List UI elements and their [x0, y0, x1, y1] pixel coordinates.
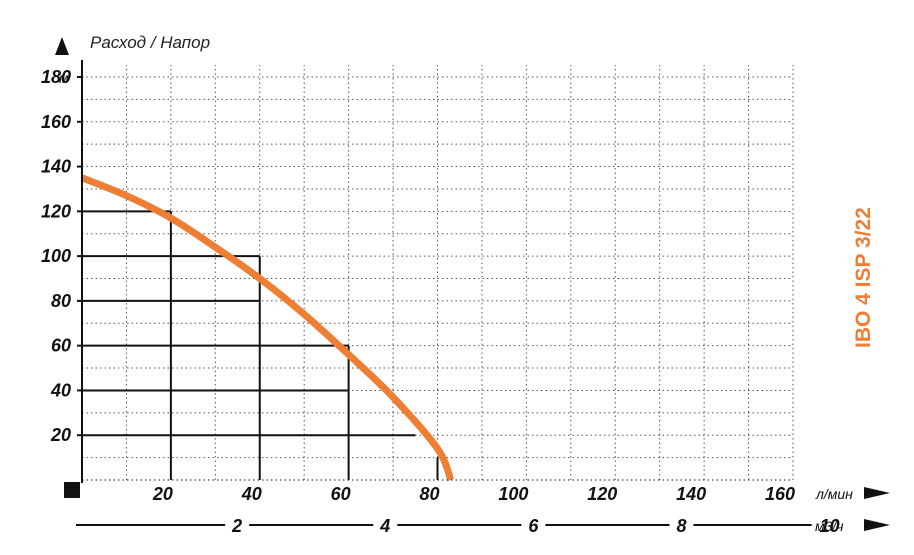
y-axis-arrow-icon [55, 37, 69, 55]
secondary-x-axis: 2 4 6 8 10 [76, 516, 840, 536]
x-tick-label: 100 [498, 484, 528, 504]
y-tick-label: 160 [41, 112, 71, 132]
y-tick-label: 60 [51, 336, 71, 356]
y-tick-label: 120 [41, 201, 71, 221]
operating-point-lines [82, 210, 439, 480]
x-tick-label: 140 [676, 484, 706, 504]
x-tick-label: 120 [587, 484, 617, 504]
x-tick-label: 60 [331, 484, 351, 504]
origin-marker [64, 482, 80, 498]
x-tick-label: 20 [152, 484, 173, 504]
x2-tick-label: 2 [231, 516, 242, 536]
x-tick-label: 160 [765, 484, 795, 504]
pump-curve-line [80, 174, 455, 482]
grid-lines [82, 65, 794, 480]
x2-axis-arrow-icon [864, 519, 890, 531]
x-tick-label: 80 [419, 484, 439, 504]
y-tick-label: 80 [51, 291, 71, 311]
axes [77, 60, 793, 483]
chart-title: Расход / Напор [90, 33, 210, 52]
x2-tick-label: 6 [528, 516, 539, 536]
y-tick-label: 40 [50, 380, 71, 400]
y-tick-labels: 20 40 60 80 100 120 140 160 180 [41, 67, 71, 445]
x2-tick-label: 10 [820, 516, 840, 536]
x-tick-label: 40 [241, 484, 262, 504]
x-axis-arrow-icon [864, 487, 890, 499]
x-unit-label: л/мин [815, 486, 853, 502]
x2-tick-label: 8 [676, 516, 686, 536]
y-unit-label: м [59, 70, 69, 86]
y-tick-label: 100 [41, 246, 71, 266]
y-tick-label: 20 [50, 425, 71, 445]
x2-unit-label: м3/ч [815, 518, 844, 534]
x2-tick-label: 4 [379, 516, 390, 536]
y-tick-label: 180 [41, 67, 71, 87]
model-label: IBO 4 ISP 3/22 [852, 207, 875, 348]
x-tick-labels: 20 40 60 80 100 120 140 160 [152, 484, 795, 504]
y-tick-label: 140 [41, 157, 71, 177]
